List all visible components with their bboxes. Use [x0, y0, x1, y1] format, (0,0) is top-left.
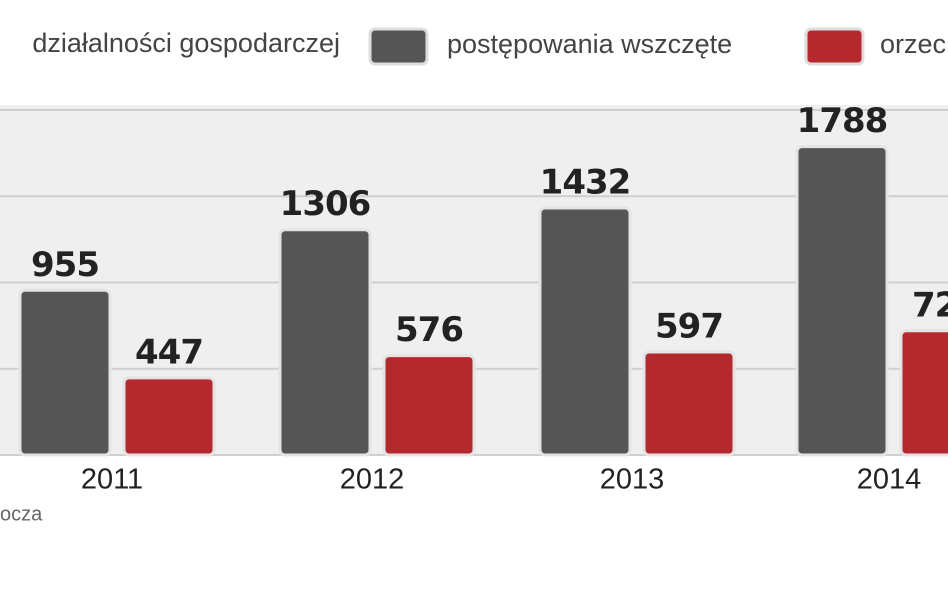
value-label: 1788	[797, 101, 888, 141]
x-tick-label: 2013	[600, 464, 665, 496]
legend-swatch	[368, 27, 429, 66]
source-note: ocza	[0, 503, 43, 525]
bar	[795, 145, 889, 457]
bar	[899, 329, 948, 457]
bar	[382, 354, 476, 457]
value-label: 576	[395, 310, 463, 350]
value-label: 447	[135, 332, 203, 372]
bar	[642, 350, 736, 457]
x-tick-label: 2012	[340, 464, 405, 496]
bar	[18, 288, 112, 457]
value-label: 1306	[280, 184, 371, 224]
bar	[538, 206, 632, 457]
chart-title: działalności gospodarczej	[32, 28, 340, 58]
bar	[278, 228, 372, 457]
value-label: 1432	[540, 162, 631, 202]
value-label: 597	[655, 307, 723, 347]
value-label: 955	[31, 245, 99, 285]
bar	[122, 376, 216, 457]
value-label: 720	[912, 285, 948, 325]
legend-label: orzec	[880, 29, 946, 59]
legend-swatch	[804, 27, 865, 66]
x-tick-label: 2014	[857, 464, 922, 496]
legend-label: postępowania wszczęte	[447, 29, 732, 59]
x-tick-label: 2011	[81, 464, 143, 496]
